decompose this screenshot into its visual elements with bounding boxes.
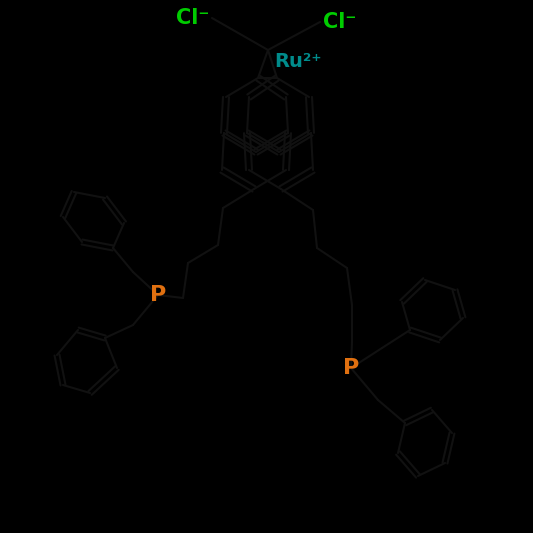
Text: Cl⁻: Cl⁻: [323, 12, 357, 32]
Text: Cl⁻: Cl⁻: [176, 8, 209, 28]
Text: Ru²⁺: Ru²⁺: [274, 52, 321, 71]
Text: P: P: [343, 358, 359, 378]
Text: P: P: [150, 285, 166, 305]
